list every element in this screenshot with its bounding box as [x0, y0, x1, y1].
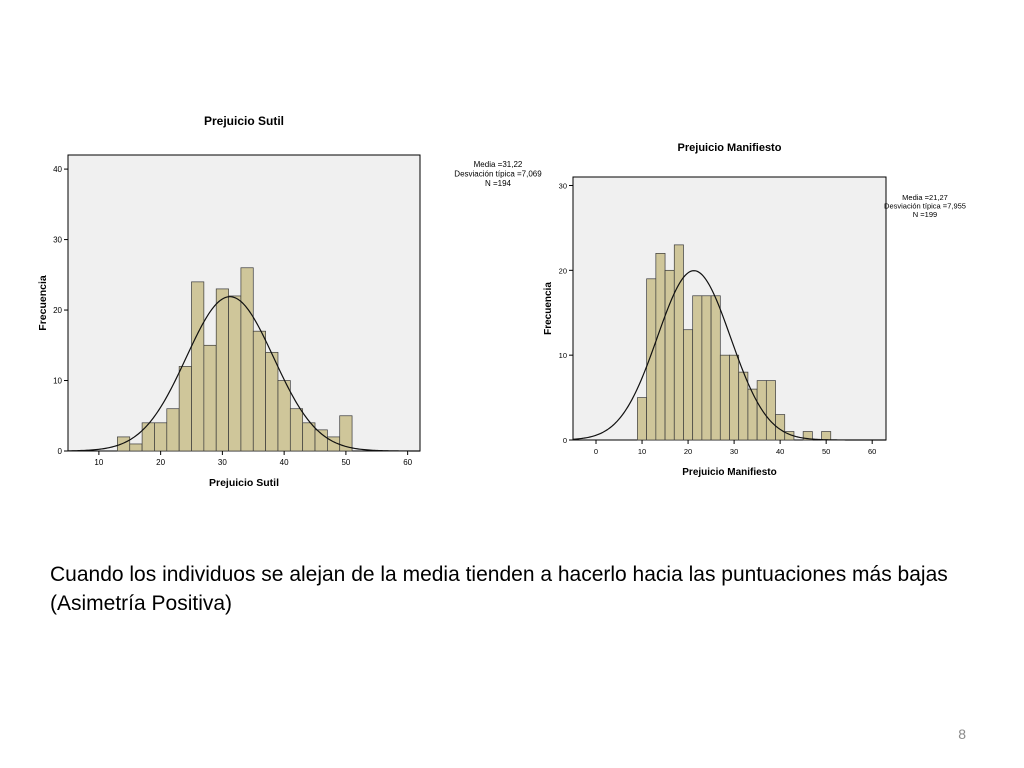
x-tick-label: 30 [730, 447, 738, 456]
normal-curve [572, 270, 886, 441]
histogram-bar [683, 329, 694, 441]
y-tick-label: 10 [559, 351, 567, 360]
histogram-bar [738, 371, 749, 441]
x-tick-label: 40 [280, 458, 289, 467]
histogram-bar [215, 288, 229, 452]
y-tick-label: 30 [53, 236, 62, 245]
x-tick-label: 60 [403, 458, 412, 467]
histogram-bar [692, 295, 703, 441]
histogram-bar [802, 431, 813, 441]
x-tick-label: 20 [156, 458, 165, 467]
page-number: 8 [958, 726, 966, 742]
histogram-bar [252, 330, 266, 452]
normal-curve [67, 296, 420, 452]
x-tick-label: 10 [638, 447, 646, 456]
histogram-bar [637, 397, 647, 441]
histogram-bar [655, 253, 666, 441]
histogram-bar [302, 422, 316, 452]
x-tick-label: 0 [594, 447, 598, 456]
histogram-bar [673, 244, 684, 441]
stats-line: Desviación típica =7,955 [884, 202, 966, 211]
histogram-bar [141, 422, 155, 452]
histogram-bar [747, 388, 758, 441]
histogram-bar [646, 278, 657, 441]
histogram-bar [265, 351, 279, 452]
y-tick-label: 20 [559, 266, 567, 275]
x-axis-label: Prejuicio Sutil [209, 477, 279, 489]
histogram-bar [129, 443, 143, 452]
chart-title: Prejuicio Manifiesto [678, 142, 782, 154]
stats-line: N =199 [913, 210, 937, 219]
histogram-bar [178, 366, 192, 452]
stats-line: Desviación típica =7,069 [454, 170, 542, 179]
x-tick-label: 30 [218, 458, 227, 467]
y-tick-label: 40 [53, 165, 62, 174]
y-axis-label: Frecuencia [37, 275, 49, 331]
histogram-prejuicio-sutil: 10 20 30 40 50 60 0 10 20 30 40 Prejuicio Sutil Prej… [37, 114, 542, 489]
histogram-bar [117, 436, 131, 452]
stats-line: Media =21,27 [902, 193, 948, 202]
x-tick-label: 60 [868, 447, 876, 456]
x-tick-label: 40 [776, 447, 784, 456]
histogram-bar [765, 380, 776, 441]
histogram-bar [154, 422, 168, 452]
y-tick-label: 10 [53, 377, 62, 386]
histogram-bar [240, 267, 254, 452]
caption-text: Cuando los individuos se alejan de la me… [50, 563, 948, 615]
y-tick-label: 0 [563, 436, 567, 445]
x-tick-label: 20 [684, 447, 692, 456]
stats-line: Media =31,22 [474, 160, 523, 169]
y-tick-label: 0 [58, 447, 63, 456]
stats-line: N =194 [485, 179, 512, 188]
histogram-bar [701, 295, 712, 441]
x-tick-label: 50 [341, 458, 350, 467]
y-axis-label: Frecuencia [543, 282, 554, 335]
histogram-prejuicio-manifiesto: 0 10 20 30 40 50 60 0 10 20 30 Prejuicio Manifiesto… [543, 142, 966, 478]
histogram-bar [719, 354, 730, 441]
histogram-bar [228, 295, 242, 452]
y-tick-label: 30 [559, 181, 567, 190]
chart-title: Prejuicio Sutil [204, 114, 284, 128]
histogram-bar [729, 354, 740, 441]
histogram-bar [191, 281, 205, 452]
histogram-bar [710, 295, 721, 441]
histogram-bar [203, 344, 217, 452]
histogram-bar [277, 380, 291, 452]
histogram-bar [821, 431, 832, 441]
histogram-bar [289, 408, 304, 452]
histogram-bar [166, 408, 180, 452]
y-tick-label: 20 [53, 306, 62, 315]
x-tick-label: 50 [822, 447, 830, 456]
x-axis-label: Prejuicio Manifiesto [682, 467, 776, 478]
x-tick-label: 10 [94, 458, 103, 467]
